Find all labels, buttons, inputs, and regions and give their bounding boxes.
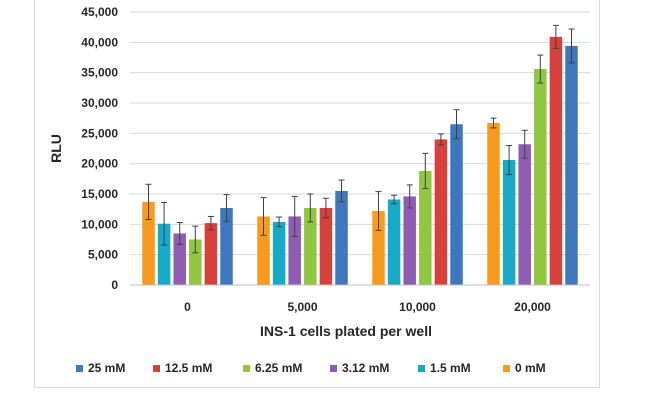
bar — [487, 123, 500, 286]
bar — [204, 223, 218, 285]
bar — [304, 207, 317, 285]
bar — [450, 124, 463, 285]
x-tick-label: 0 — [184, 300, 191, 314]
y-tick-label: 25,000 — [81, 126, 118, 140]
legend-label: 12.5 mM — [165, 361, 212, 375]
bar — [419, 170, 432, 285]
y-tick-label: 40,000 — [81, 35, 118, 49]
legend-swatch — [243, 365, 250, 372]
bar — [288, 216, 301, 285]
x-tick-label: 10,000 — [399, 300, 436, 314]
y-axis-title: RLU — [48, 134, 64, 163]
legend-label: 0 mM — [515, 361, 546, 375]
bar — [434, 139, 448, 285]
bar — [403, 196, 416, 285]
legend-label: 1.5 mM — [430, 361, 471, 375]
legend-label: 3.12 mM — [342, 361, 389, 375]
bar — [157, 223, 171, 285]
y-tick-label: 30,000 — [81, 96, 118, 110]
bar — [534, 69, 547, 285]
x-axis-title: INS-1 cells plated per well — [260, 323, 432, 339]
bar — [387, 199, 401, 285]
x-axis-ticks: 0 5,000 10,000 20,000 — [184, 300, 551, 314]
legend-swatch — [76, 365, 83, 372]
bar — [220, 207, 233, 285]
legend-swatch — [153, 365, 160, 372]
legend-label: 25 mM — [88, 361, 125, 375]
bar — [272, 221, 286, 285]
x-tick-label: 5,000 — [287, 300, 317, 314]
legend: 25 mM 12.5 mM 6.25 mM 3.12 mM 1.5 mM 0 mM — [76, 361, 546, 375]
bar — [518, 144, 531, 285]
x-tick-label: 20,000 — [514, 300, 551, 314]
bar — [372, 210, 385, 285]
bar — [257, 216, 270, 285]
bar — [502, 160, 516, 285]
bar — [173, 233, 186, 285]
y-axis-ticks: 0 5,000 10,000 15,000 20,000 25,000 30,000 35,0… — [81, 5, 118, 292]
y-tick-label: 20,000 — [81, 157, 118, 171]
bar — [565, 45, 578, 286]
bar — [549, 36, 563, 285]
legend-swatch — [330, 365, 337, 372]
bar — [142, 201, 155, 285]
y-tick-label: 45,000 — [81, 5, 118, 19]
bar — [335, 190, 348, 285]
y-tick-label: 0 — [111, 278, 118, 292]
y-tick-label: 5,000 — [88, 248, 118, 262]
y-tick-label: 15,000 — [81, 187, 118, 201]
bars — [142, 36, 578, 286]
bar — [319, 207, 333, 285]
bar — [189, 239, 202, 285]
legend-swatch — [418, 365, 425, 372]
y-tick-label: 10,000 — [81, 217, 118, 231]
legend-swatch — [503, 365, 510, 372]
legend-label: 6.25 mM — [255, 361, 302, 375]
y-tick-label: 35,000 — [81, 66, 118, 80]
error-bars — [145, 24, 575, 254]
